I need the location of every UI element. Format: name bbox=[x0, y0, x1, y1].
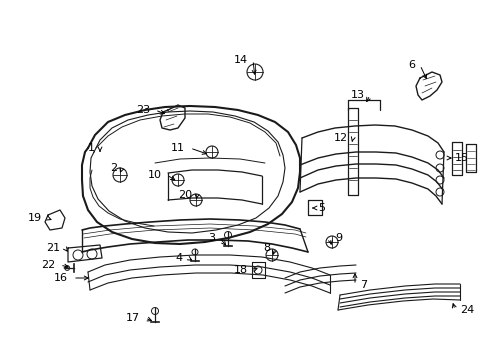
Text: 23: 23 bbox=[136, 105, 150, 115]
Text: 2: 2 bbox=[110, 163, 117, 173]
Text: 6: 6 bbox=[407, 60, 414, 70]
Text: 19: 19 bbox=[28, 213, 42, 223]
Text: 18: 18 bbox=[233, 265, 247, 275]
Text: 8: 8 bbox=[263, 243, 269, 253]
Text: 12: 12 bbox=[333, 133, 347, 143]
Text: 20: 20 bbox=[178, 190, 192, 200]
Text: 3: 3 bbox=[207, 233, 215, 243]
Text: 9: 9 bbox=[334, 233, 342, 243]
Text: 17: 17 bbox=[125, 313, 140, 323]
Text: 13: 13 bbox=[350, 90, 364, 100]
Text: 7: 7 bbox=[359, 280, 366, 290]
Text: 24: 24 bbox=[459, 305, 473, 315]
Text: 21: 21 bbox=[46, 243, 60, 253]
Text: 5: 5 bbox=[317, 203, 325, 213]
Text: 4: 4 bbox=[176, 253, 183, 263]
Text: 11: 11 bbox=[171, 143, 184, 153]
Text: 10: 10 bbox=[148, 170, 162, 180]
Text: 22: 22 bbox=[41, 260, 55, 270]
Text: 14: 14 bbox=[233, 55, 247, 65]
Text: 16: 16 bbox=[54, 273, 68, 283]
Text: 15: 15 bbox=[454, 153, 468, 163]
Text: 1: 1 bbox=[88, 143, 95, 153]
